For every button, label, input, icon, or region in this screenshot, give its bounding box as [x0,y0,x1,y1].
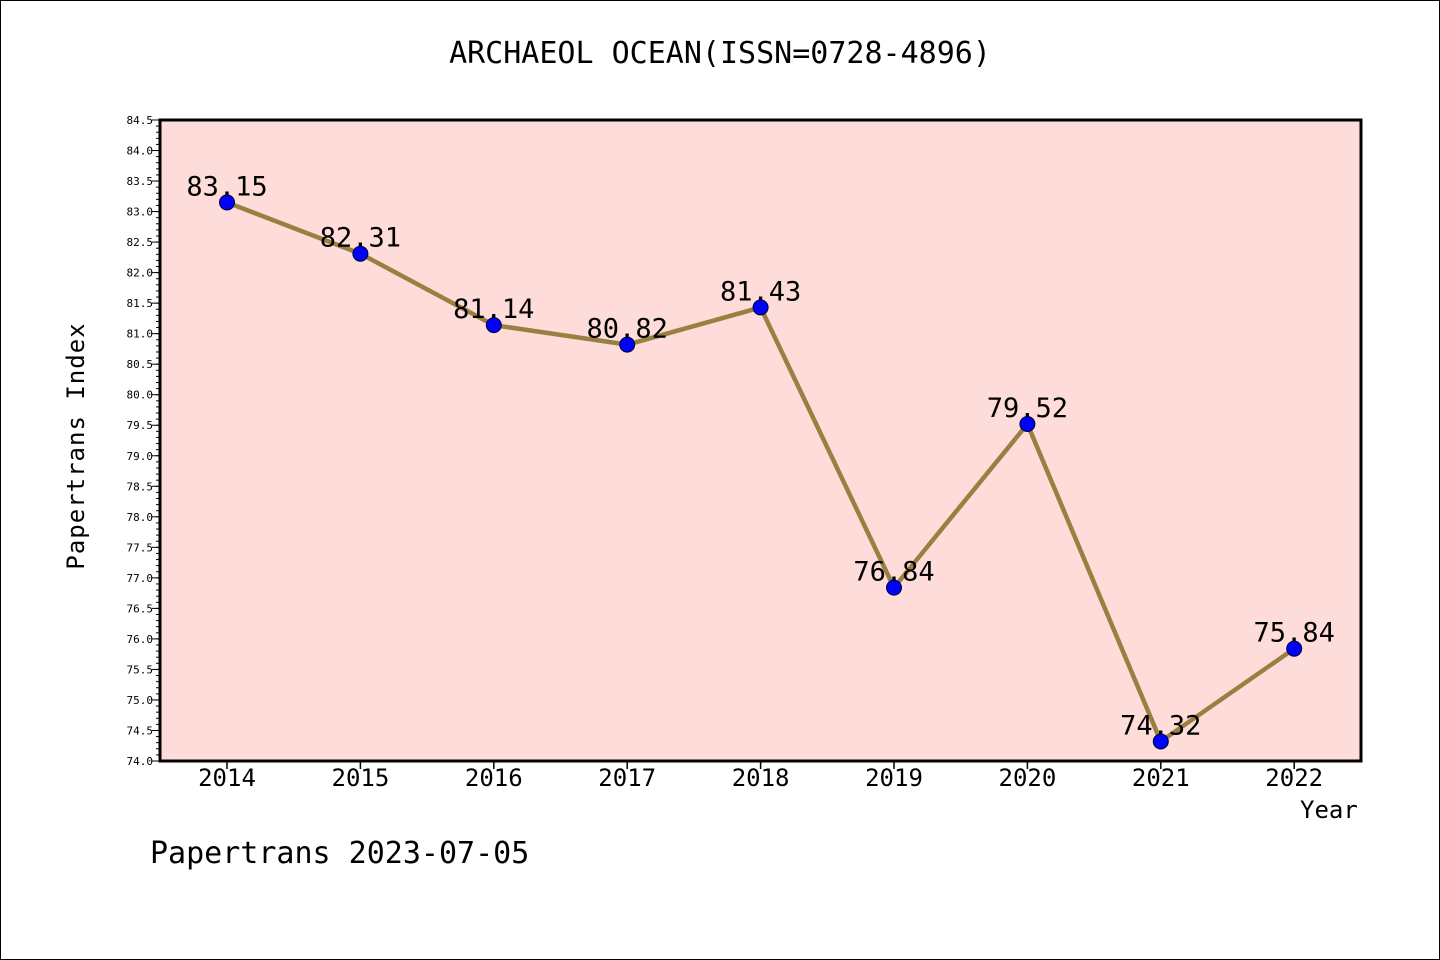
x-tick-label: 2018 [732,764,790,792]
data-label: 79.52 [987,393,1068,424]
y-tick-label: 83.0 [127,206,154,219]
x-tick-label: 2021 [1132,764,1190,792]
y-tick-label: 78.0 [127,511,154,524]
data-point [886,579,902,596]
y-tick-label: 76.0 [127,633,154,646]
y-tick-label: 80.5 [127,358,154,371]
y-tick-label: 79.5 [127,419,154,432]
data-label: 75.84 [1254,618,1335,649]
data-point [752,299,769,316]
data-point [1019,416,1036,433]
data-point [485,317,502,334]
data-label: 80.82 [587,314,668,345]
plot-area [160,120,1361,761]
chart-title: ARCHAEOL OCEAN(ISSN=0728-4896) [449,36,991,71]
x-tick-label: 2022 [1265,764,1323,792]
x-tick-label: 2015 [332,764,390,792]
x-tick-label: 2017 [598,764,656,792]
y-tick-label: 76.5 [127,602,154,615]
y-tick-label: 74.5 [127,724,154,737]
y-tick-label: 80.0 [127,389,154,402]
y-tick-label: 82.0 [127,267,154,280]
data-label: 82.31 [320,223,401,254]
data-label: 76.84 [853,557,934,588]
data-label: 74.32 [1120,710,1201,741]
y-tick-label: 74.0 [127,755,154,768]
y-tick-label: 79.0 [127,450,154,463]
data-point [1152,733,1169,750]
y-tick-label: 77.0 [127,572,154,585]
x-axis-label: Year [1300,796,1358,824]
data-point [352,245,369,262]
x-tick-label: 2016 [465,764,523,792]
y-tick-label: 75.0 [127,694,154,707]
x-tick-label: 2019 [865,764,923,792]
data-point [219,194,235,211]
y-tick-label: 84.0 [127,145,154,158]
y-tick-label: 84.5 [127,114,154,127]
data-label: 81.14 [453,294,534,325]
y-tick-label: 81.5 [127,297,154,310]
plot-border [158,118,1363,763]
x-tick-label: 2020 [999,764,1057,792]
y-tick-label: 78.5 [127,480,154,493]
y-tick-label: 75.5 [127,663,154,676]
y-tick-label: 82.5 [127,236,154,249]
y-tick-label: 77.5 [127,541,154,554]
y-tick-label: 81.0 [127,328,154,341]
data-point [1286,640,1303,657]
data-point [619,336,636,353]
y-tick-label: 83.5 [127,175,154,188]
footer-credit: Papertrans 2023-07-05 [150,836,530,871]
data-label: 83.15 [186,171,267,202]
x-tick-label: 2014 [198,764,256,792]
data-label: 81.43 [720,276,801,307]
